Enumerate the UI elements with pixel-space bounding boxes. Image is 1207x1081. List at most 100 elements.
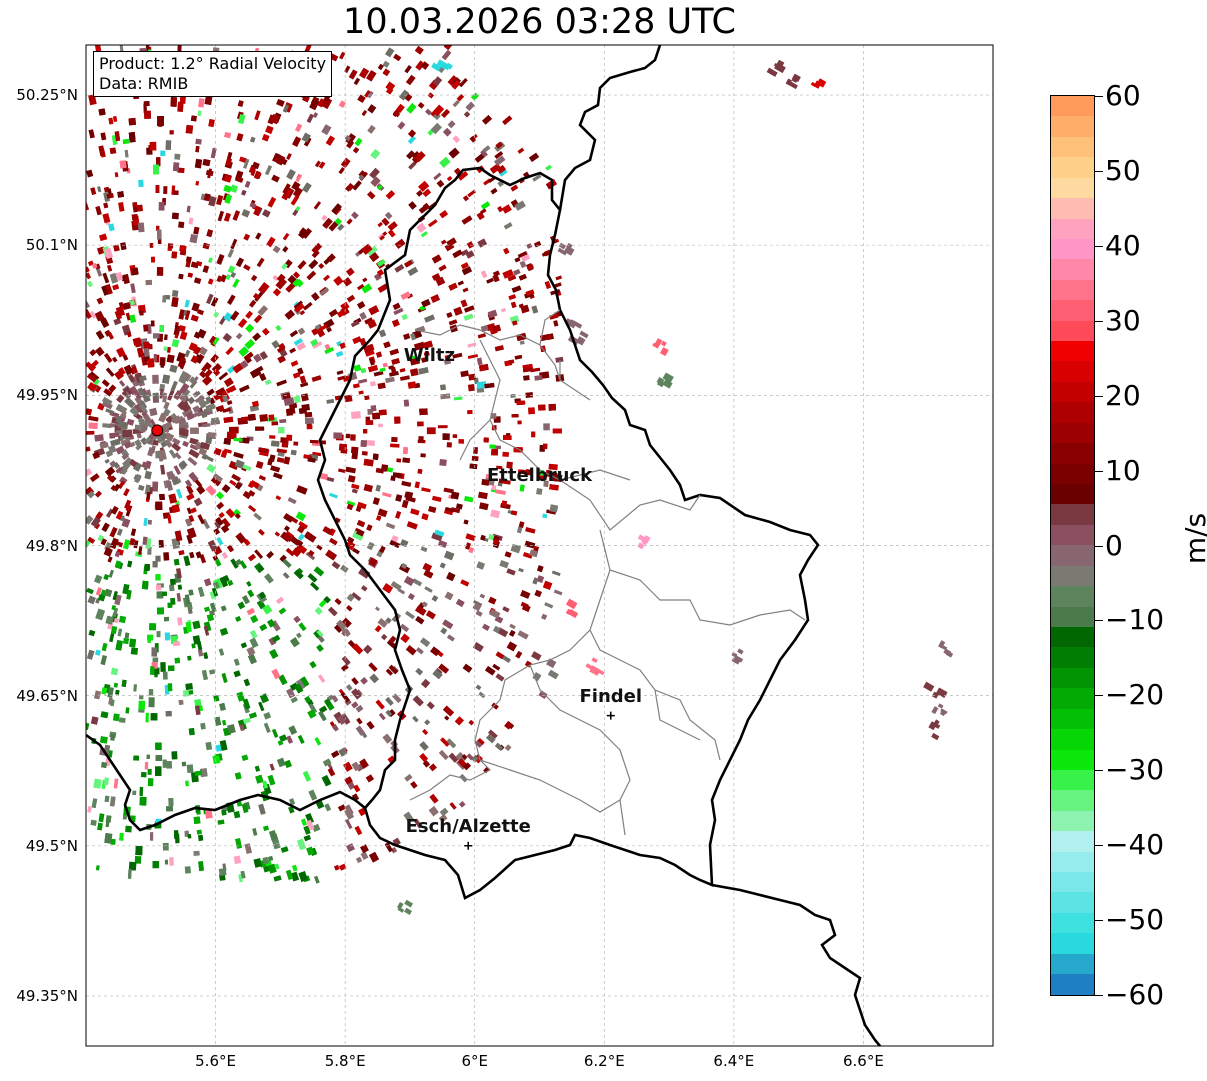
echo-cell: [313, 629, 323, 639]
echo-cell: [382, 362, 388, 368]
echo-cell: [216, 501, 225, 510]
echo-cell: [133, 207, 138, 213]
echo-cell: [340, 626, 351, 637]
echo-cell: [370, 405, 377, 412]
echo-cell: [339, 51, 346, 60]
echo-cell: [467, 384, 475, 392]
echo-cell: [144, 110, 151, 119]
echo-cell: [449, 802, 457, 810]
echo-cell: [186, 205, 191, 213]
echo-cell: [378, 423, 383, 428]
echo-cell: [125, 504, 133, 512]
echo-cell: [197, 586, 205, 597]
echo-cell: [319, 472, 329, 480]
echo-cell: [269, 763, 275, 771]
echo-cell: [359, 311, 367, 320]
echo-cell: [146, 754, 150, 760]
echo-cell: [239, 360, 249, 369]
echo-cell: [224, 175, 232, 183]
echo-cell: [343, 761, 353, 772]
echo-cell: [402, 457, 411, 463]
echo-cell: [341, 664, 349, 672]
echo-cell: [446, 311, 453, 318]
echo-cell: [111, 527, 118, 537]
echo-cell: [488, 596, 497, 605]
echo-cell: [318, 262, 325, 270]
echo-cell: [327, 767, 336, 777]
colorbar-tick: [1095, 620, 1103, 622]
echo-cell: [296, 838, 307, 851]
echo-cell: [318, 161, 326, 169]
echo-cell: [528, 152, 540, 162]
echo-cell: [241, 754, 249, 761]
echo-cell: [476, 381, 487, 389]
echo-cell: [184, 310, 191, 320]
echo-cell: [390, 475, 396, 482]
echo-cell: [517, 420, 522, 425]
echo-cell: [381, 633, 388, 641]
echo-cell: [247, 653, 257, 665]
echo-cell: [241, 189, 247, 196]
echo-cell: [344, 394, 353, 403]
echo-cell: [216, 275, 223, 283]
echo-cell: [98, 145, 106, 156]
echo-cell: [242, 490, 252, 500]
echo-cell: [131, 213, 138, 221]
echo-cell: [791, 73, 801, 83]
echo-cell: [465, 250, 475, 259]
echo-cell: [198, 346, 208, 356]
echo-cell: [231, 473, 241, 482]
echo-cell: [396, 901, 404, 910]
echo-cell: [453, 396, 463, 401]
echo-cell: [437, 425, 448, 429]
echo-cell: [494, 155, 506, 166]
echo-cell: [273, 875, 282, 882]
echo-cell: [205, 741, 213, 751]
echo-cell: [224, 131, 232, 139]
echo-cell: [416, 222, 427, 233]
echo-cell: [86, 272, 91, 280]
product-info-box: Product: 1.2° Radial Velocity Data: RMIB: [93, 51, 333, 97]
echo-cell: [233, 658, 240, 666]
echo-cell: [439, 562, 446, 569]
echo-cell: [242, 698, 251, 710]
echo-cell: [336, 370, 344, 375]
echo-cell: [662, 379, 673, 389]
echo-cell: [203, 625, 210, 636]
echo-cell: [360, 677, 368, 685]
echo-cell: [419, 637, 431, 648]
echo-cell: [102, 272, 110, 284]
echo-cell: [185, 621, 192, 633]
echo-cell: [331, 694, 339, 703]
echo-cell: [198, 98, 205, 108]
echo-cell: [262, 604, 273, 615]
echo-cell: [147, 324, 152, 334]
echo-cell: [424, 586, 433, 593]
echo-cell: [174, 657, 181, 664]
echo-cell: [168, 493, 178, 504]
echo-cell: [156, 267, 164, 276]
echo-cell: [90, 516, 101, 528]
echo-cell: [170, 597, 176, 605]
echo-cell: [316, 629, 324, 638]
echo-cell: [210, 476, 222, 487]
echo-cell: [104, 466, 116, 477]
echo-cell: [230, 238, 238, 250]
echo-cell: [385, 81, 396, 92]
echo-cell: [432, 104, 445, 117]
echo-cell: [416, 189, 424, 197]
echo-cell: [114, 560, 122, 569]
echo-cell: [510, 184, 519, 192]
echo-cell: [329, 492, 338, 499]
echo-cell: [172, 437, 181, 445]
echo-cell: [103, 777, 110, 786]
echo-cell: [164, 859, 169, 865]
echo-cell: [596, 668, 605, 676]
echo-cell: [143, 414, 152, 423]
echo-cell: [509, 629, 516, 637]
echo-cell: [328, 308, 339, 318]
echo-cell: [124, 441, 132, 449]
echo-cell: [939, 710, 946, 717]
echo-cell: [160, 662, 166, 672]
echo-cell: [528, 407, 535, 415]
